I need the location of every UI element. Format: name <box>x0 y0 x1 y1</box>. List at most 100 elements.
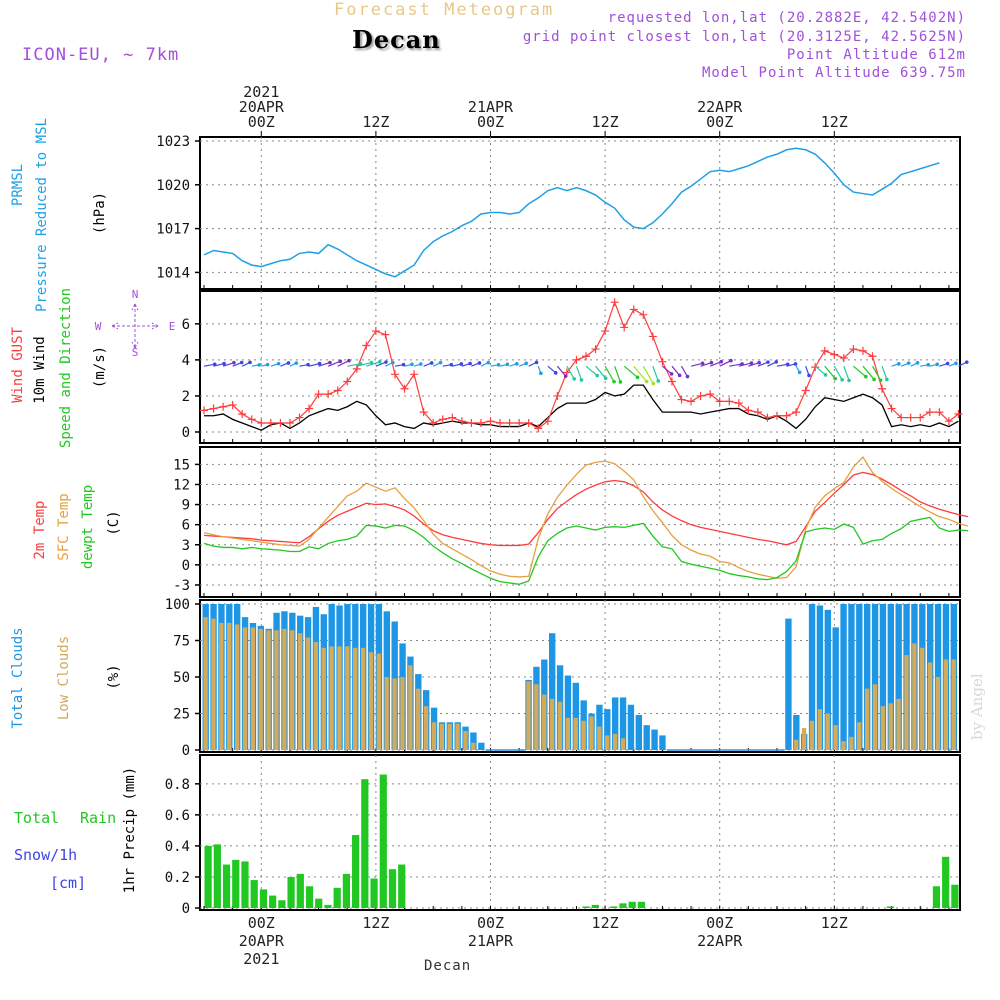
low-cloud-bar <box>612 733 618 750</box>
low-cloud-bar <box>943 659 948 750</box>
gust-marker <box>314 390 323 399</box>
direction-arrow-head <box>840 378 844 382</box>
direction-arrow <box>213 362 225 367</box>
direction-arrow <box>595 365 607 379</box>
rain-bar <box>241 861 249 908</box>
direction-arrow-head <box>468 361 472 366</box>
low-cloud-bar <box>825 713 830 750</box>
panel-frame-5 <box>199 754 961 911</box>
low-cloud-bar <box>526 681 531 750</box>
y-tick-label: 15 <box>173 457 190 473</box>
direction-arrow <box>881 365 888 380</box>
direction-arrow-head <box>401 362 406 367</box>
low-cloud-bar <box>234 624 240 750</box>
low-cloud-bar <box>597 726 602 750</box>
direction-arrow-head <box>232 360 236 365</box>
direction-arrow-head <box>906 361 911 365</box>
y-tick-label: 0 <box>182 743 190 759</box>
rain-bar <box>379 774 387 908</box>
direction-arrow-head <box>833 376 838 381</box>
low-cloud-bar <box>313 641 318 750</box>
direction-arrow-head <box>635 375 640 380</box>
rain-bar <box>324 904 332 908</box>
low-cloud-bar <box>927 662 933 750</box>
direction-arrow <box>776 363 788 367</box>
top-time-label: 00Z <box>477 113 504 131</box>
dewpt-line <box>203 516 969 585</box>
direction-arrow-head <box>369 360 374 365</box>
bottom-time-label: 00Z <box>706 914 733 932</box>
direction-arrow-head <box>669 372 674 376</box>
gust-marker <box>534 424 543 433</box>
low-cloud-bar <box>849 736 854 750</box>
low-cloud-bar <box>904 655 909 750</box>
gust-marker <box>715 397 724 406</box>
direction-arrow-head <box>847 378 851 383</box>
direction-arrow-head <box>915 361 920 365</box>
wind-label: 10m Wind <box>32 336 48 403</box>
total-cloud-bar <box>604 709 611 750</box>
low-cloud-bar <box>416 688 421 750</box>
snow-label: Snow/1h <box>14 846 77 864</box>
gust-marker <box>209 404 218 413</box>
precip-unit-label: 1hr Precip (mm) <box>122 767 138 893</box>
direction-arrow-head <box>774 360 779 364</box>
rain-bar <box>932 886 941 908</box>
gust-marker <box>505 418 514 427</box>
wind-gust-line <box>203 300 959 430</box>
rain-bar <box>259 889 268 908</box>
gust-marker <box>553 391 562 400</box>
gust-marker <box>667 377 676 386</box>
rain-bar <box>951 884 959 908</box>
direction-arrow-head <box>306 362 310 367</box>
pressure-label-short: PRMSL <box>10 164 26 206</box>
low-cloud-bar <box>337 646 342 750</box>
low-cloud-bar <box>620 738 626 750</box>
direction-arrow <box>871 365 882 381</box>
direction-arrow <box>719 360 732 367</box>
rain-bar <box>352 835 360 908</box>
low-cloud-bar <box>305 637 311 750</box>
gust-marker <box>801 386 810 395</box>
gust-marker <box>591 345 600 354</box>
bottom-time-label: 12Z <box>821 914 848 932</box>
direction-arrow-head <box>410 362 414 367</box>
y-tick-label: 0 <box>182 901 190 917</box>
bottom-time-label: 20APR <box>239 932 285 950</box>
gust-marker <box>305 404 314 413</box>
direction-arrow-head <box>964 360 969 364</box>
direction-arrow-head <box>709 360 714 365</box>
gust-marker <box>610 298 619 307</box>
low-cloud-bar <box>392 678 397 750</box>
low-cloud-bar <box>297 633 303 750</box>
direction-arrow-head <box>719 359 724 364</box>
direction-arrow-head <box>477 361 482 365</box>
gust-marker <box>371 327 380 336</box>
gust-marker <box>677 395 686 404</box>
gust-marker <box>352 364 361 373</box>
direction-arrow-head <box>749 361 754 365</box>
total-cloud-bar <box>612 697 619 750</box>
gust-marker <box>496 418 505 427</box>
direction-arrow-head <box>864 374 868 379</box>
direction-arrow-head <box>515 362 519 366</box>
direction-arrow <box>203 363 215 367</box>
direction-arrow-head <box>656 379 661 383</box>
gust-marker <box>247 415 256 424</box>
panel-frame-2 <box>199 290 961 444</box>
direction-arrow-head <box>459 362 464 366</box>
low-cloud-bar <box>565 717 570 750</box>
low-cloud-bar <box>605 735 610 750</box>
bottom-time-label: 2021 <box>243 950 279 968</box>
chart-subtitle: Forecast Meteogram <box>334 0 555 20</box>
bottom-time-label: 00Z <box>477 914 504 932</box>
total-cloud-bar <box>808 604 816 750</box>
wind-speed-line <box>204 384 959 431</box>
direction-arrow-head <box>685 374 690 379</box>
direction-arrow-head <box>534 360 539 365</box>
sfc-temp-line <box>203 455 969 579</box>
compass-s: S <box>132 346 139 359</box>
gust-marker <box>324 390 333 399</box>
gust-marker <box>362 341 371 350</box>
low-cloud-bar <box>857 722 862 750</box>
